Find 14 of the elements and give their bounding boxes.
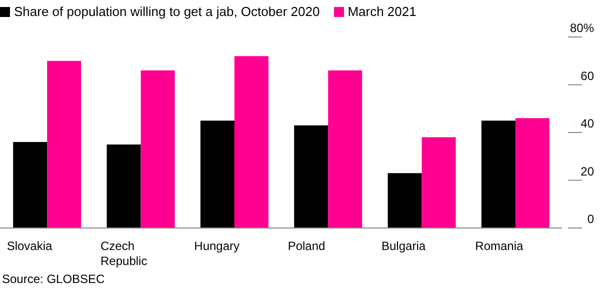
legend-label: March 2021 — [346, 4, 416, 19]
x-tick-label: Slovakia — [6, 239, 53, 253]
y-tick-label: 40 — [580, 116, 594, 130]
y-tick-label: 60 — [580, 68, 594, 83]
y-tick-label: 0 — [587, 212, 594, 226]
x-tick-label: Poland — [288, 239, 326, 253]
y-tick-label: 80% — [570, 21, 594, 35]
x-tick-label: Romania — [475, 239, 524, 253]
x-tick-label: Bulgaria — [382, 239, 426, 253]
x-tick-label: Hungary — [194, 239, 240, 253]
legend-label: Share of population willing to get a jab, October 2020 — [13, 4, 320, 19]
x-tick-label: Czech Republic — [100, 239, 148, 268]
source-note: Source: GLOBSEC — [2, 272, 105, 286]
y-tick-label: 20 — [580, 164, 594, 178]
